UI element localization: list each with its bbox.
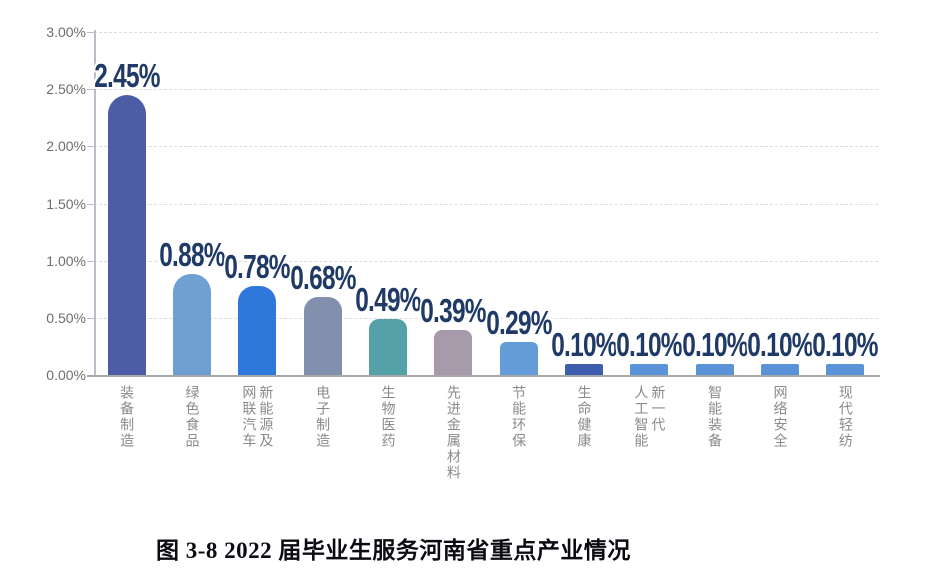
y-axis-tick [87, 146, 94, 148]
x-axis-category-label: 网络安全 [745, 385, 815, 449]
bar-value-label: 0.68% [289, 259, 356, 297]
x-axis-line [87, 375, 880, 377]
y-axis-tick-label: 2.50% [46, 81, 86, 98]
gridline [94, 260, 878, 262]
bar-value-label: 0.10% [616, 325, 683, 363]
bar-节能环保 [499, 341, 538, 375]
x-axis-category-text: 生命健康 [576, 385, 593, 449]
bar-装备制造 [107, 94, 146, 375]
bar-新能源及网联汽车 [238, 285, 277, 375]
y-axis-tick-label: 3.00% [46, 24, 86, 40]
x-axis-category-text: 新能源及 网联汽车 [241, 385, 275, 449]
x-axis-category-label: 生命健康 [549, 385, 619, 449]
x-axis-category-label: 智能装备 [680, 385, 750, 449]
bar-value-label: 0.88% [159, 236, 225, 274]
figure-caption: 图 3-8 2022 届毕业生服务河南省重点产业情况 [156, 538, 631, 563]
x-axis-category-text: 新一代 人工智能 [633, 385, 667, 449]
bar-value-label: 0.39% [420, 292, 487, 330]
x-axis-category-text: 智能装备 [707, 385, 724, 449]
y-axis-tick [87, 89, 94, 91]
x-axis-category-label: 现代轻纺 [810, 385, 880, 449]
x-axis-category-label: 生物医药 [353, 385, 423, 449]
bar-新一代人工智能 [630, 363, 669, 375]
bar-电子制造 [303, 297, 342, 375]
x-axis-category-text: 节能环保 [511, 385, 528, 449]
y-axis-tick [87, 317, 94, 319]
x-axis-category-text: 网络安全 [772, 385, 789, 449]
x-axis-category-text: 先进金属材料 [445, 385, 462, 481]
bar-生物医药 [369, 318, 407, 375]
y-axis-tick-label: 2.00% [46, 138, 86, 155]
x-axis-category-label: 电子制造 [288, 385, 358, 449]
x-axis-category-label: 新能源及 网联汽车 [222, 385, 292, 449]
bar-智能装备 [695, 363, 734, 375]
bar-value-label: 0.10% [551, 325, 617, 363]
bar-先进金属材料 [434, 330, 473, 375]
x-axis-category-label: 先进金属材料 [418, 385, 488, 481]
gridline [94, 89, 878, 91]
y-axis-tick-label: 0.00% [46, 367, 86, 383]
x-axis-category-label: 装备制造 [92, 385, 162, 449]
y-axis-tick [87, 32, 94, 33]
y-axis-line [94, 30, 96, 375]
x-axis-category-label: 新一代 人工智能 [614, 385, 684, 449]
x-axis-category-text: 绿色食品 [184, 385, 201, 449]
x-axis-category-label: 绿色食品 [157, 385, 227, 449]
gridline [94, 32, 878, 33]
gridline [94, 203, 878, 205]
y-axis-tick-label: 1.50% [46, 195, 86, 212]
x-axis-category-text: 电子制造 [315, 385, 332, 449]
bar-value-label: 0.10% [747, 325, 813, 363]
x-axis-category-label: 节能环保 [484, 385, 554, 449]
bar-现代轻纺 [826, 363, 865, 375]
bar-网络安全 [761, 363, 799, 375]
bar-绿色食品 [173, 274, 211, 375]
gridline [94, 317, 878, 319]
bar-value-label: 0.10% [812, 325, 879, 363]
y-axis-tick-label: 0.50% [46, 309, 86, 326]
y-axis-tick-label: 1.00% [46, 252, 86, 269]
bar-value-label: 2.45% [93, 56, 160, 94]
gridline [94, 146, 878, 148]
y-axis-tick [87, 260, 94, 262]
bar-value-label: 0.29% [485, 303, 552, 341]
bar-value-label: 0.49% [355, 280, 421, 318]
bar-value-label: 0.10% [681, 325, 748, 363]
y-axis-tick [87, 203, 94, 205]
x-axis-category-text: 现代轻纺 [837, 385, 854, 449]
x-axis-category-text: 生物医药 [380, 385, 397, 449]
x-axis-category-text: 装备制造 [119, 385, 136, 449]
bar-生命健康 [565, 363, 603, 375]
bar-value-label: 0.78% [224, 247, 291, 285]
